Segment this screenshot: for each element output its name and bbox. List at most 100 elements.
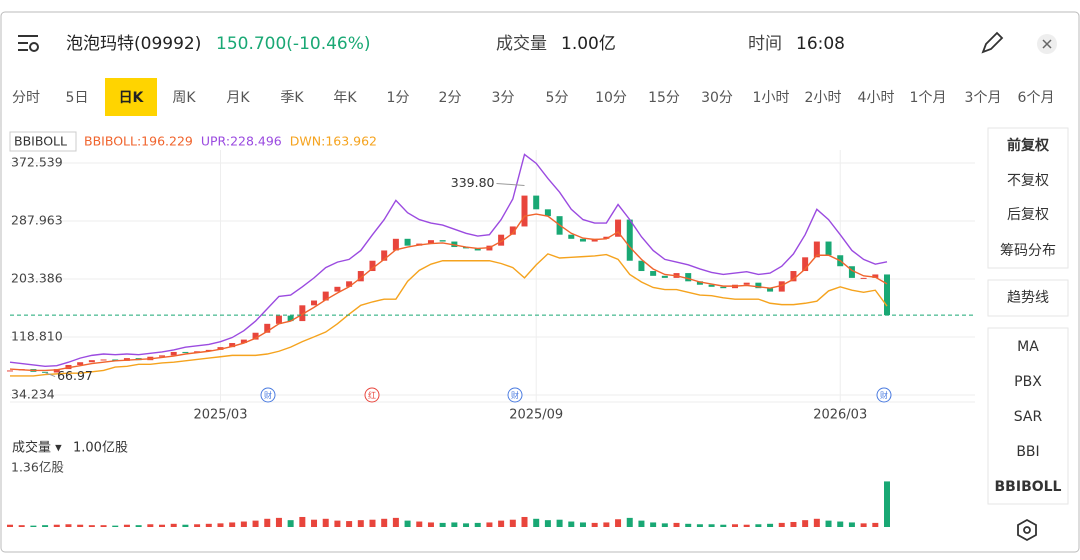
candle xyxy=(696,281,703,285)
candle xyxy=(743,282,750,285)
menu-item[interactable]: 后复权 xyxy=(1007,206,1049,223)
volume-bar xyxy=(696,524,703,527)
event-marker[interactable] xyxy=(364,387,380,403)
y-tick-label: 34.234 xyxy=(11,386,55,401)
volume-bar xyxy=(42,525,49,527)
volume-bar xyxy=(194,524,201,527)
volume-title-value: 1.00亿股 xyxy=(73,441,128,456)
event-label: 财 xyxy=(511,390,519,400)
event-marker[interactable] xyxy=(876,387,892,403)
candle xyxy=(661,275,668,278)
candle xyxy=(872,274,879,278)
volume-bar xyxy=(18,525,25,527)
candle xyxy=(240,339,247,344)
menu-group xyxy=(987,127,1069,269)
candle xyxy=(474,248,481,251)
period-tab[interactable]: 年K xyxy=(333,90,357,106)
period-tab[interactable]: 3个月 xyxy=(965,90,1002,106)
period-tab[interactable]: 1个月 xyxy=(910,90,947,106)
period-tab[interactable]: 2小时 xyxy=(805,90,842,106)
volume-bar xyxy=(825,520,832,527)
volume-bar xyxy=(579,522,586,527)
period-tab[interactable]: 15分 xyxy=(648,90,680,106)
menu-item[interactable]: SAR xyxy=(1014,409,1043,425)
volume-bar xyxy=(673,522,680,527)
volume-bar xyxy=(591,522,598,527)
menu-item[interactable]: MA xyxy=(1017,339,1039,355)
settings-icon[interactable] xyxy=(1017,518,1037,542)
volume-bar xyxy=(404,520,411,527)
volume-bar xyxy=(264,518,271,527)
period-tab[interactable]: 1小时 xyxy=(753,90,790,106)
period-tab[interactable]: 5日 xyxy=(66,90,89,106)
candle xyxy=(100,359,107,361)
candle xyxy=(170,351,177,356)
menu-icon[interactable] xyxy=(18,35,39,52)
volume-bar xyxy=(568,521,575,527)
volume-bar xyxy=(392,517,399,527)
indicator-line xyxy=(9,153,888,368)
period-tab[interactable]: 4小时 xyxy=(858,90,895,106)
period-tab[interactable]: 5分 xyxy=(546,90,569,106)
period-tab[interactable]: 10分 xyxy=(595,90,627,106)
period-tab[interactable]: 日K xyxy=(119,90,145,106)
indicator-box[interactable] xyxy=(9,131,77,152)
candle xyxy=(708,284,715,287)
volume-bar xyxy=(182,524,189,527)
period-tab[interactable]: 1分 xyxy=(387,90,410,106)
candle xyxy=(369,260,376,272)
volume-bar xyxy=(474,522,481,527)
volume-bar xyxy=(334,520,341,527)
menu-item[interactable]: PBX xyxy=(1014,374,1042,390)
menu-item[interactable]: 不复权 xyxy=(1007,172,1049,189)
volume-bar xyxy=(650,522,657,527)
volume-bar xyxy=(287,520,294,527)
candle xyxy=(720,286,727,289)
event-marker[interactable] xyxy=(260,387,276,403)
candle xyxy=(650,271,657,276)
menu-group xyxy=(987,279,1069,317)
volume-bar xyxy=(65,524,72,527)
candle xyxy=(626,219,633,261)
candle xyxy=(685,273,692,282)
period-tab[interactable]: 2分 xyxy=(439,90,462,106)
frame xyxy=(0,11,1080,553)
candle xyxy=(509,226,516,235)
volume-bar xyxy=(533,518,540,527)
menu-item[interactable]: 筹码分布 xyxy=(1000,242,1056,259)
volume-bar xyxy=(755,524,762,527)
candle xyxy=(848,266,855,278)
candle xyxy=(322,291,329,301)
menu-item[interactable]: BBIBOLL xyxy=(995,479,1062,495)
candle xyxy=(825,241,832,256)
volume-bar xyxy=(790,521,797,527)
volume-bar xyxy=(638,520,645,527)
volume-bar xyxy=(217,523,224,527)
period-tab[interactable]: 周K xyxy=(172,90,196,106)
menu-item[interactable]: BBI xyxy=(1016,444,1039,460)
period-tab[interactable]: 分时 xyxy=(12,90,40,106)
candle xyxy=(884,274,890,316)
candle xyxy=(381,250,388,261)
event-marker[interactable] xyxy=(507,387,523,403)
event-label: 红 xyxy=(368,390,376,400)
volume-bar xyxy=(229,522,236,527)
candle xyxy=(252,332,259,340)
period-tab[interactable]: 6个月 xyxy=(1018,90,1055,106)
volume-bar xyxy=(708,524,715,527)
period-tab[interactable]: 月K xyxy=(226,90,250,106)
period-tab[interactable]: 30分 xyxy=(701,90,733,106)
volume-bar xyxy=(872,522,879,527)
period-tab[interactable]: 3分 xyxy=(492,90,515,106)
volume-bar xyxy=(767,523,774,527)
y-tick-label: 203.386 xyxy=(11,270,63,285)
period-tab[interactable]: 季K xyxy=(280,90,304,106)
volume-bar xyxy=(275,517,282,527)
edit-icon[interactable] xyxy=(981,31,1004,54)
volume-bar xyxy=(311,519,318,527)
time-value: 16:08 xyxy=(796,34,845,54)
menu-item[interactable]: 趋势线 xyxy=(1007,290,1049,306)
event-label: 财 xyxy=(264,390,272,400)
menu-item[interactable]: 前复权 xyxy=(1007,137,1050,154)
